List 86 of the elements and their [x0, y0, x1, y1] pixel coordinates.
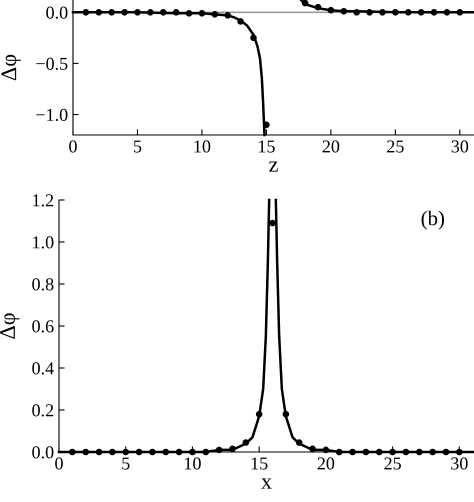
- point: [404, 8, 412, 16]
- point: [309, 446, 316, 452]
- x-tick-label: 25: [384, 457, 401, 470]
- point: [340, 8, 348, 15]
- y-axis-title: Δφ: [0, 313, 20, 339]
- x-tick-label: 30: [452, 140, 468, 153]
- point: [296, 439, 302, 446]
- point: [149, 448, 156, 456]
- x-axis-title: z: [269, 161, 278, 172]
- x-tick-label: 5: [134, 140, 142, 153]
- x-axis-title: x: [261, 478, 272, 489]
- point: [430, 8, 438, 16]
- point: [442, 448, 450, 456]
- point: [392, 8, 399, 16]
- point: [389, 448, 396, 456]
- point: [136, 448, 142, 456]
- point: [269, 220, 276, 226]
- point: [96, 448, 102, 456]
- point: [353, 8, 360, 16]
- y-tick-label: 0.0: [32, 446, 54, 459]
- point: [122, 448, 130, 456]
- point: [349, 448, 356, 456]
- point: [282, 410, 290, 418]
- point: [416, 448, 423, 456]
- point: [189, 448, 196, 456]
- point: [366, 8, 373, 16]
- point: [456, 8, 464, 16]
- point: [162, 448, 170, 456]
- point: [328, 6, 334, 14]
- y-tick-label: −0.5: [36, 58, 68, 70]
- x-tick-label: 0: [55, 457, 63, 470]
- point: [362, 448, 370, 456]
- point: [237, 18, 244, 25]
- x-tick-label: 30: [451, 457, 468, 470]
- y-tick-label: 0.4: [32, 362, 54, 375]
- point: [82, 448, 89, 456]
- point: [95, 8, 102, 16]
- point: [456, 448, 463, 456]
- x-tick-label: 10: [185, 457, 201, 470]
- point: [109, 448, 116, 456]
- y-tick-label: 0.0: [46, 6, 68, 19]
- point: [336, 448, 343, 456]
- point: [402, 448, 410, 456]
- point: [444, 8, 450, 16]
- x-tick-label: 15: [258, 140, 275, 153]
- point: [147, 8, 154, 16]
- point: [108, 8, 115, 16]
- y-axis-title: Δφ: [1, 54, 21, 80]
- x-tick-label: 20: [318, 457, 334, 470]
- point: [242, 439, 250, 446]
- y-tick-label: −1.0: [36, 108, 68, 122]
- point: [69, 448, 76, 456]
- y-tick-label: 1.2: [33, 194, 54, 207]
- point: [212, 11, 218, 18]
- point: [202, 448, 210, 456]
- point: [429, 448, 436, 456]
- x-tick-label: 15: [252, 457, 268, 470]
- point: [121, 8, 128, 16]
- point: [250, 34, 257, 42]
- point: [172, 8, 180, 16]
- point: [256, 410, 262, 418]
- annotation: (b): [422, 210, 444, 230]
- x-tick-label: 25: [387, 140, 404, 153]
- point: [418, 8, 424, 16]
- point: [186, 10, 192, 17]
- point: [379, 8, 386, 16]
- point: [302, 0, 308, 6]
- y-tick-label: 1.0: [33, 236, 54, 249]
- point: [160, 8, 167, 16]
- y-tick-label: 0.6: [32, 320, 54, 333]
- point: [134, 8, 141, 16]
- point: [229, 446, 236, 452]
- x-tick-label: 5: [122, 458, 130, 470]
- point: [314, 4, 322, 10]
- y-tick-label: 0.8: [32, 278, 54, 291]
- point: [322, 446, 330, 454]
- x-tick-label: 0: [69, 140, 77, 153]
- point: [176, 448, 182, 456]
- point: [216, 446, 222, 454]
- x-tick-label: 20: [322, 140, 340, 153]
- point: [198, 10, 206, 17]
- y-tick-label: 0.2: [32, 404, 54, 417]
- point: [376, 448, 383, 456]
- point: [82, 8, 90, 16]
- x-tick-label: 10: [194, 140, 210, 153]
- point: [224, 12, 232, 19]
